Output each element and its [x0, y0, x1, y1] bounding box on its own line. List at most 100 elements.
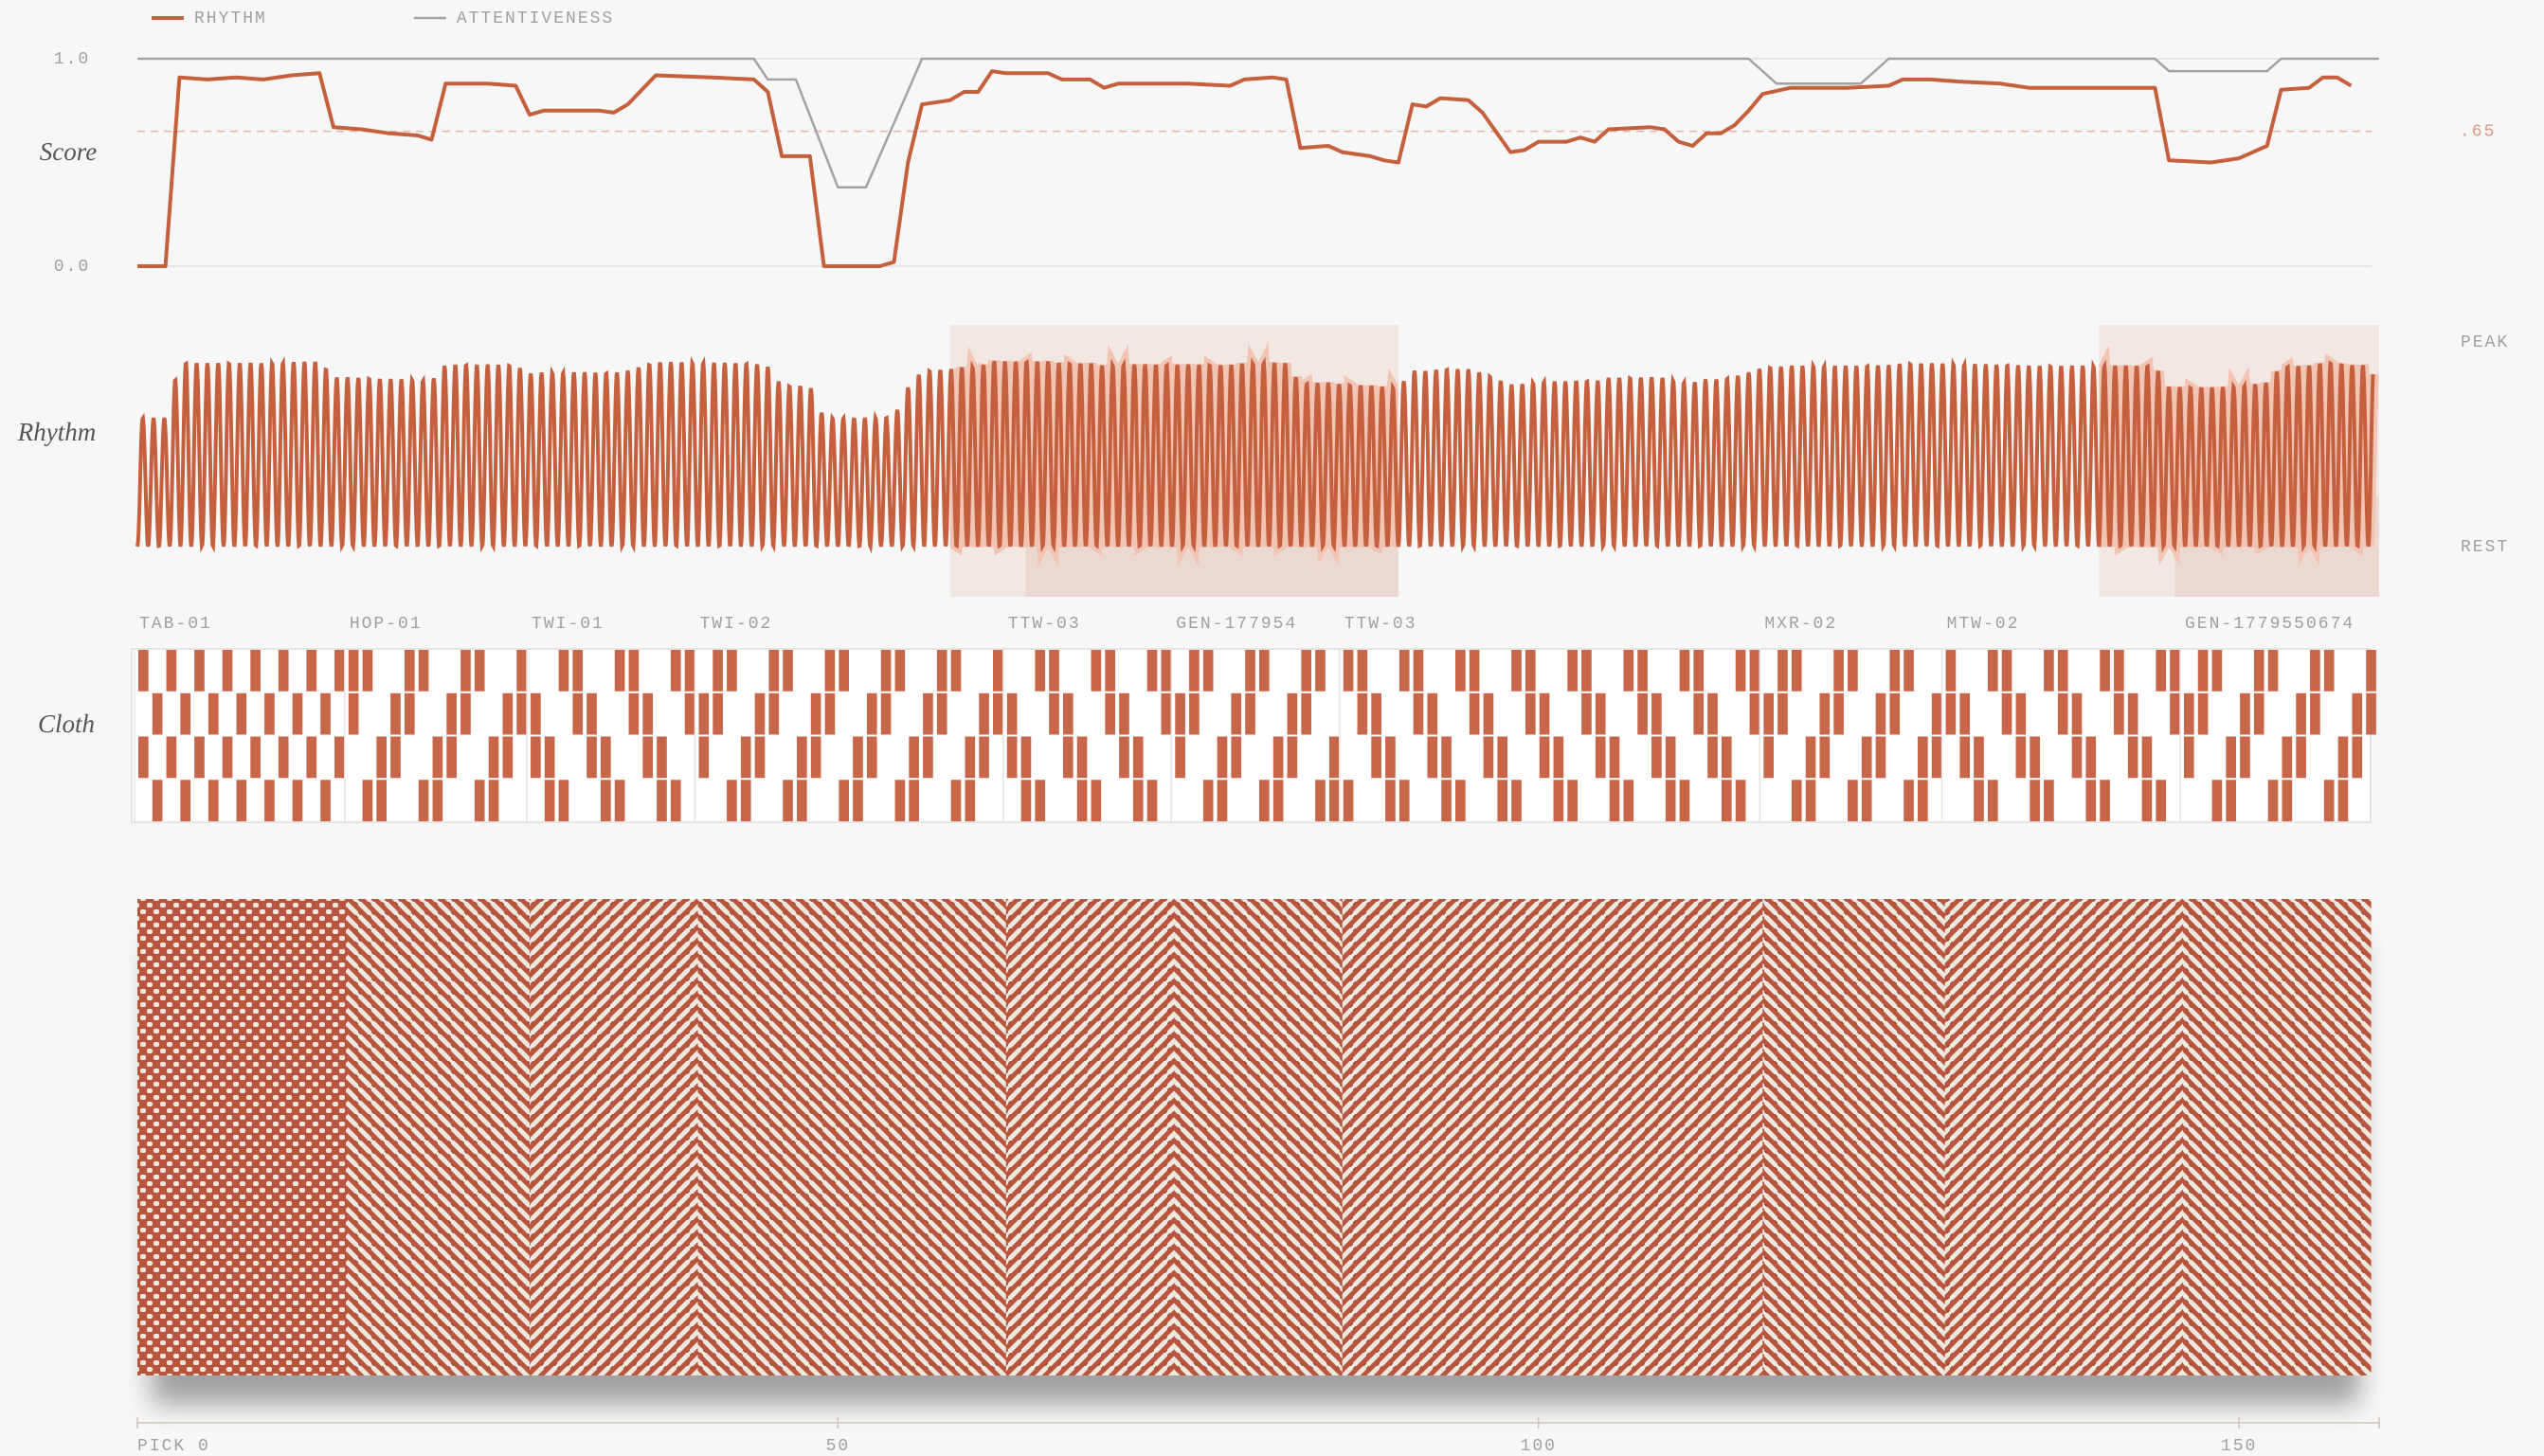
- cloth-cell: [460, 650, 471, 692]
- cloth-cell: [1525, 650, 1536, 692]
- cloth-cell: [979, 693, 989, 735]
- cloth-cell: [334, 737, 345, 779]
- cloth-cell: [2324, 650, 2335, 692]
- cloth-cell: [1596, 693, 1606, 735]
- cloth-cell: [1441, 737, 1452, 779]
- cloth-cell: [2030, 780, 2040, 821]
- cloth-cell: [1750, 693, 1760, 735]
- cloth-cell: [2072, 737, 2083, 779]
- cloth-cell: [1203, 650, 1214, 692]
- cloth-cell: [741, 737, 751, 779]
- segment-label: GEN-1779550674: [2185, 615, 2355, 634]
- cloth-cell: [572, 650, 583, 692]
- cloth-cell: [1988, 650, 1998, 692]
- cloth-cell: [1371, 693, 1381, 735]
- cloth-cell: [2030, 737, 2040, 779]
- cloth-cell: [586, 693, 597, 735]
- cloth-cell: [1189, 650, 1200, 692]
- cloth-cell: [713, 650, 723, 692]
- cloth-cell: [1792, 780, 1802, 821]
- cloth-cell: [1021, 780, 1032, 821]
- cloth-cell: [1175, 737, 1185, 779]
- cloth-cell: [727, 650, 737, 692]
- cloth-cell: [1792, 650, 1802, 692]
- cloth-cell: [2044, 780, 2054, 821]
- segment-label: TAB-01: [139, 615, 212, 634]
- cloth-cell: [208, 780, 219, 821]
- cloth-cell: [2226, 737, 2236, 779]
- cloth-cell: [1722, 780, 1732, 821]
- cloth-cell: [405, 693, 415, 735]
- cloth-cell: [1750, 650, 1760, 692]
- cloth-cell: [1540, 693, 1550, 735]
- cloth-cell: [2296, 693, 2306, 735]
- cloth-cell: [516, 650, 527, 692]
- cloth-cell: [1175, 693, 1185, 735]
- cloth-cell: [1707, 693, 1718, 735]
- cloth-cell: [1315, 650, 1326, 692]
- cloth-cell: [1371, 737, 1381, 779]
- cloth-cell: [1427, 737, 1437, 779]
- cloth-cell: [657, 780, 667, 821]
- cloth-cell: [167, 737, 177, 779]
- cloth-cell: [1666, 780, 1676, 821]
- cloth-cell: [1161, 650, 1171, 692]
- cloth-cell: [1848, 650, 1858, 692]
- cloth-cell: [1693, 650, 1704, 692]
- cloth-cell: [853, 780, 863, 821]
- cloth-cell: [1862, 780, 1872, 821]
- cloth-cell: [180, 780, 190, 821]
- cloth-cell: [811, 737, 821, 779]
- cloth-cell: [657, 737, 667, 779]
- cloth-cell: [615, 650, 625, 692]
- cloth-cell: [1567, 650, 1578, 692]
- cloth-cell: [937, 650, 947, 692]
- cloth-cell: [279, 650, 289, 692]
- cloth-cell: [1833, 650, 1844, 692]
- cloth-cell: [923, 737, 933, 779]
- cloth-cell: [1820, 737, 1831, 779]
- cloth-cell: [853, 737, 863, 779]
- cloth-cell: [237, 780, 247, 821]
- cloth-cell: [1147, 650, 1158, 692]
- cloth-cell: [1218, 737, 1228, 779]
- cloth-cell: [1231, 737, 1241, 779]
- cloth-cell: [1035, 650, 1045, 692]
- cloth-cell: [2085, 780, 2096, 821]
- cloth-cell: [1959, 693, 1970, 735]
- cloth-cell: [1315, 780, 1326, 821]
- cloth-cell: [1344, 780, 1354, 821]
- cloth-cell: [965, 737, 975, 779]
- cloth-cell: [237, 693, 247, 735]
- legend-label: ATTENTIVENESS: [457, 9, 614, 28]
- cloth-cell: [1974, 737, 1984, 779]
- cloth-cell: [2184, 737, 2194, 779]
- cloth-cell: [1063, 737, 1074, 779]
- cloth-cell: [349, 650, 359, 692]
- cloth-cell: [194, 650, 205, 692]
- cloth-cell: [1105, 693, 1115, 735]
- cloth-cell: [208, 693, 219, 735]
- cloth-cell: [2310, 693, 2320, 735]
- cloth-cell: [1259, 650, 1270, 692]
- cloth-cell: [1470, 693, 1480, 735]
- cloth-cell: [1707, 737, 1718, 779]
- cloth-cell: [1399, 780, 1410, 821]
- cloth-cell: [2212, 650, 2223, 692]
- cloth-cell: [293, 780, 303, 821]
- cloth-cell: [446, 737, 457, 779]
- cloth-cell: [923, 693, 933, 735]
- cloth-cell: [405, 650, 415, 692]
- cloth-cell: [699, 693, 710, 735]
- cloth-cell: [1623, 650, 1633, 692]
- cloth-cell: [629, 693, 640, 735]
- cloth-cell: [1637, 650, 1648, 692]
- cloth-cell: [1637, 693, 1648, 735]
- cloth-cell: [1666, 737, 1676, 779]
- cloth-cell: [1441, 780, 1452, 821]
- cloth-cell: [1470, 650, 1480, 692]
- cloth-cell: [1736, 650, 1746, 692]
- cloth-cell: [1777, 693, 1788, 735]
- y-tick-label: 0.0: [54, 258, 90, 277]
